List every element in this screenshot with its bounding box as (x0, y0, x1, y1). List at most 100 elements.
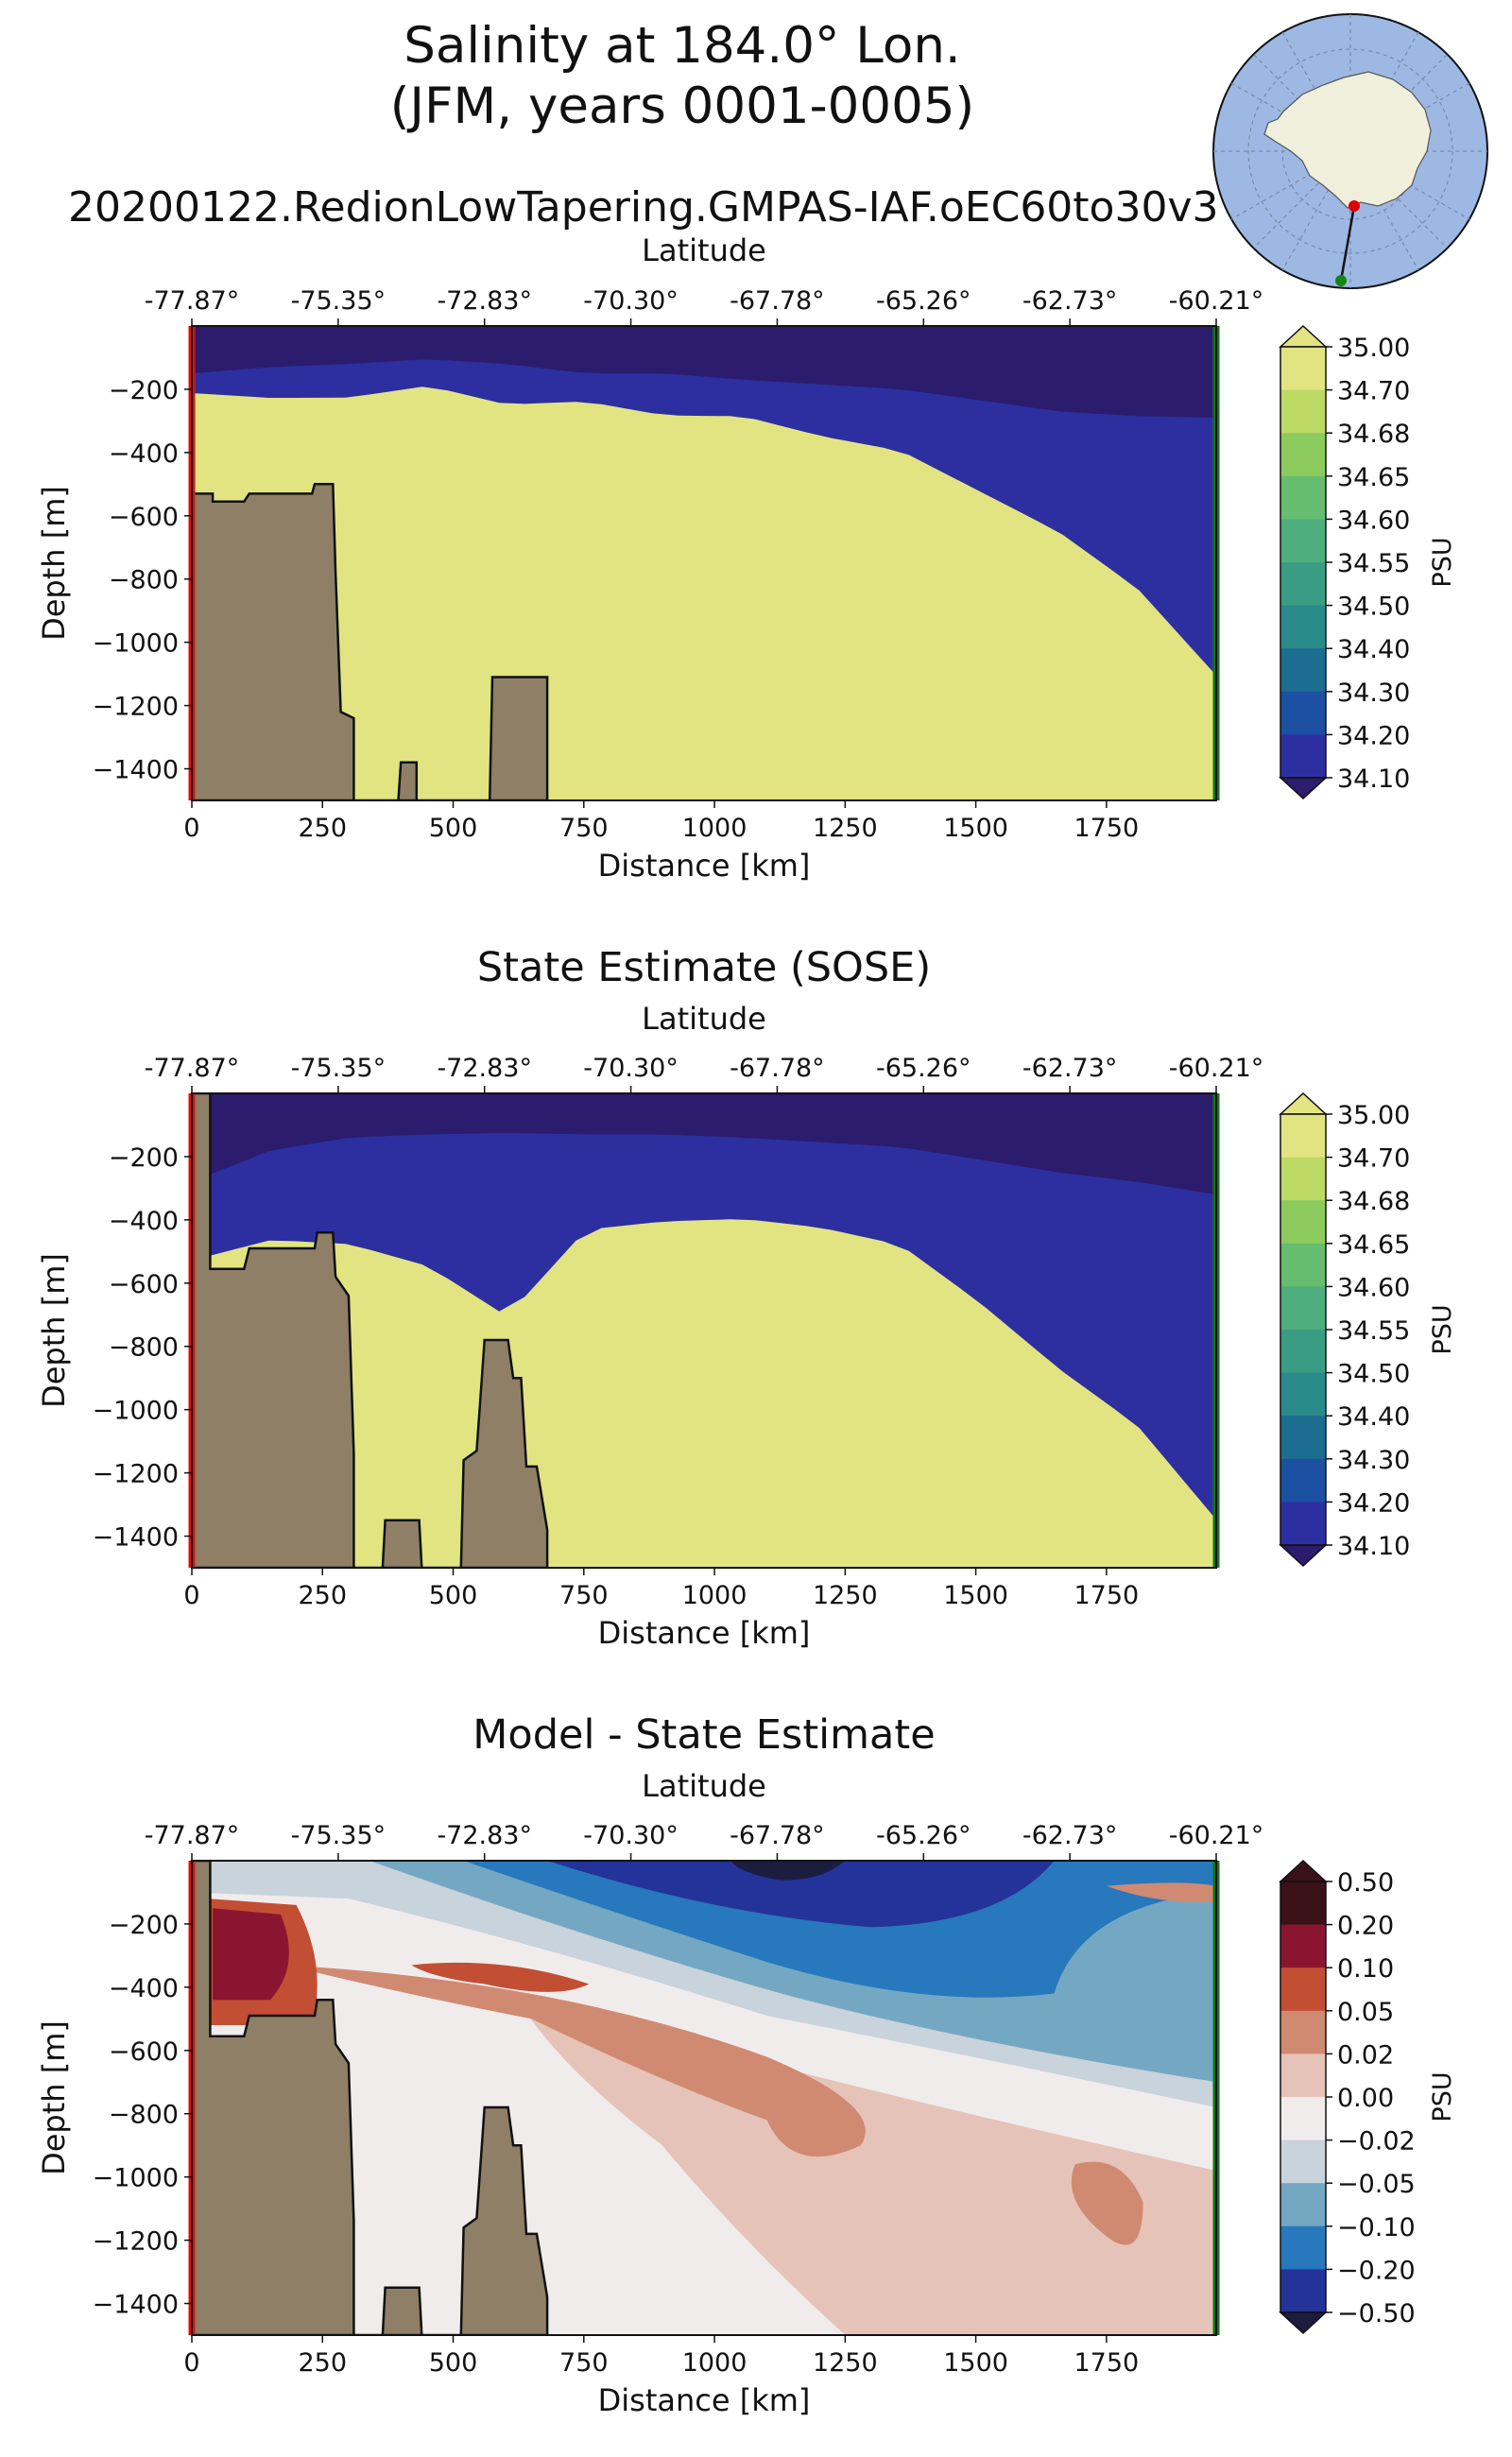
x-axis-label: Distance [km] (598, 848, 811, 884)
colorbar-tick-label: 0.20 (1337, 1912, 1394, 1941)
x-tick-label: 1500 (943, 814, 1008, 843)
seafloor-bathymetry (192, 1093, 549, 1568)
x-tick-label: 1250 (813, 1581, 878, 1610)
difference-contour-3 (1071, 2161, 1143, 2245)
latitude-tick-label: -62.73° (1022, 1054, 1118, 1083)
colorbar-segment-2 (1280, 1200, 1326, 1245)
y-tick-label: −1400 (93, 756, 179, 785)
figure-subtitle: (JFM, years 0001-0005) (390, 77, 974, 135)
colorbar-tick-label: 0.02 (1337, 2040, 1394, 2070)
seafloor-bathymetry (192, 1861, 549, 2335)
latitude-axis-label: Latitude (642, 1001, 766, 1037)
difference-contour-12 (1106, 1882, 1216, 1902)
y-tick-label: −400 (109, 439, 179, 469)
colorbar-segment-2 (1280, 1967, 1326, 2012)
panel-sose-salinity: State Estimate (SOSE) Latitude -77.87° -75.… (36, 944, 1457, 1651)
salinity-field (192, 326, 1216, 800)
colorbar-tick-label: 34.68 (1337, 420, 1410, 449)
colorbar-tick-label: 0.50 (1337, 1868, 1394, 1898)
y-tick-label: −1200 (93, 1460, 179, 1489)
x-tick-label: 1500 (943, 2348, 1008, 2378)
colorbar-tick-label: 34.50 (1337, 593, 1410, 622)
colorbar-tick-label: 34.10 (1337, 765, 1410, 794)
plot-frame (191, 1860, 1217, 2336)
colorbar-segment-5 (1280, 2097, 1326, 2141)
difference-contour-6 (213, 1908, 289, 2001)
panel-title: Model - State Estimate (472, 1711, 935, 1759)
x-tick-label: 1500 (943, 1581, 1008, 1610)
colorbar-min-extend (1279, 1544, 1328, 1568)
colorbar-segment-0 (1280, 1114, 1326, 1159)
y-tick-label: −600 (109, 503, 179, 532)
colorbar-tick-label: 34.65 (1337, 1230, 1410, 1260)
plot-frame (191, 325, 1217, 801)
colorbar-segment-3 (1280, 2010, 1326, 2054)
latitude-tick-label: -77.87° (145, 1821, 240, 1850)
difference-contour-10 (547, 1861, 1055, 1928)
y-tick-label: −800 (109, 566, 179, 595)
colorbar-tick-label: 0.05 (1337, 1998, 1394, 2027)
y-tick-label: −200 (109, 1911, 179, 1940)
y-tick-label: −600 (109, 2037, 179, 2067)
colorbar-tick-label: 34.40 (1337, 1402, 1410, 1432)
panel-model-salinity: Latitude -77.87° -75.35° -72.83° -70.30° -67.… (36, 232, 1457, 884)
difference-contour-4 (411, 1962, 590, 1992)
panel-difference: Model - State Estimate Latitude -77.87° -75… (36, 1711, 1457, 2418)
colorbar-segment-4 (1280, 519, 1326, 563)
y-tick-label: −1200 (93, 693, 179, 722)
colorbar-segment-8 (1280, 691, 1326, 735)
colorbar-segment-8 (1280, 2225, 1326, 2270)
x-tick-label: 250 (298, 814, 347, 843)
x-tick-label: 750 (559, 2348, 609, 2378)
latitude-tick-label: -75.35° (291, 1821, 387, 1850)
y-tick-label: −400 (109, 1207, 179, 1236)
colorbar-segment-8 (1280, 1458, 1326, 1503)
colorbar-tick-label: −0.20 (1337, 2256, 1416, 2285)
seafloor-bathymetry (192, 483, 549, 800)
colorbar-segment-5 (1280, 1330, 1326, 1374)
colorbar-tick-label: 34.55 (1337, 1316, 1410, 1346)
colorbar-segment-9 (1280, 2269, 1326, 2313)
colorbar-tick-label: 34.20 (1337, 721, 1410, 750)
y-tick-label: −1400 (93, 1523, 179, 1553)
colorbar-max-extend (1279, 1091, 1328, 1115)
x-tick-label: 1250 (813, 814, 878, 843)
transect-end-marker (1335, 275, 1347, 286)
colorbar-tick-label: 34.20 (1337, 1488, 1410, 1518)
colorbar-tick-label: 0.00 (1337, 2084, 1394, 2113)
colorbar-tick-label: 34.30 (1337, 1446, 1410, 1475)
latitude-tick-label: -67.78° (730, 286, 825, 316)
latitude-tick-label: -67.78° (730, 1821, 825, 1850)
colorbar-label: PSU (1428, 537, 1457, 587)
inset-map (1212, 13, 1488, 289)
x-tick-label: 500 (429, 2348, 478, 2378)
y-tick-label: −1000 (93, 1397, 179, 1426)
latitude-tick-label: -72.83° (437, 286, 532, 316)
colorbar-tick-label: −0.05 (1337, 2170, 1416, 2199)
colorbar-tick-label: 0.10 (1337, 1954, 1394, 1984)
colorbar-tick-label: 34.55 (1337, 549, 1410, 578)
colorbar-max-extend (1279, 324, 1328, 348)
x-tick-label: 0 (183, 814, 199, 843)
x-tick-label: 750 (559, 1581, 609, 1610)
x-tick-label: 250 (298, 1581, 347, 1610)
x-axis-label: Distance [km] (598, 1615, 811, 1651)
x-axis-label: Distance [km] (598, 2382, 811, 2418)
x-tick-label: 0 (183, 1581, 199, 1610)
salinity-field (192, 1861, 1216, 2335)
latitude-axis-label: Latitude (642, 232, 766, 268)
colorbar-max-extend (1279, 1859, 1328, 1882)
colorbar-segment-7 (1280, 2183, 1326, 2227)
latitude-tick-label: -62.73° (1022, 1821, 1118, 1850)
colorbar-segment-6 (1280, 2139, 1326, 2184)
y-tick-label: −1400 (93, 2291, 179, 2320)
x-tick-label: 1750 (1074, 814, 1139, 843)
x-tick-label: 500 (429, 1581, 478, 1610)
colorbar-segment-2 (1280, 433, 1326, 477)
run-name: 20200122.RedionLowTapering.GMPAS-IAF.oEC… (68, 183, 1219, 232)
latitude-tick-label: -60.21° (1169, 1054, 1264, 1083)
x-tick-label: 1750 (1074, 2348, 1139, 2378)
latitude-axis-label: Latitude (642, 1768, 766, 1804)
figure-title: Salinity at 184.0° Lon. (404, 17, 961, 75)
